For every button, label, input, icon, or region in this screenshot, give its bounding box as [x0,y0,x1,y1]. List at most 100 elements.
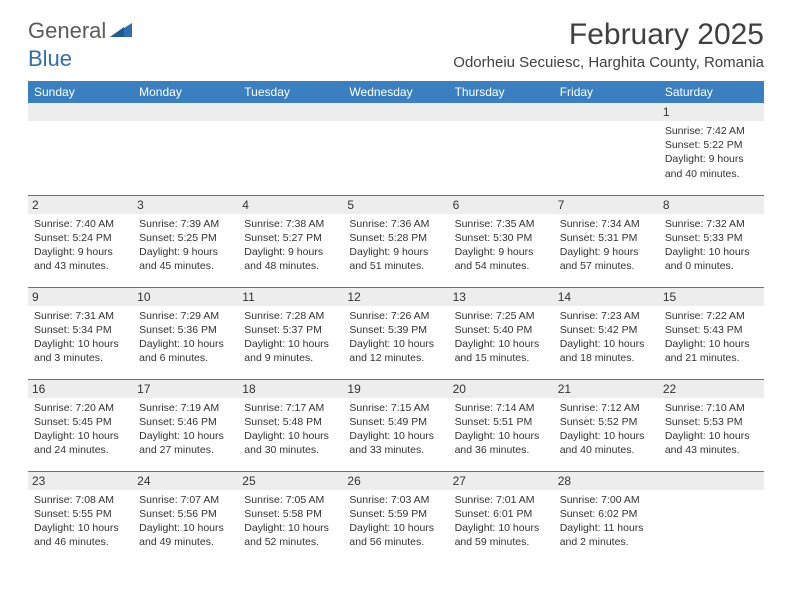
day-info-line: Daylight: 10 hours [139,337,232,351]
day-number [343,103,448,121]
day-info-line: Sunset: 5:42 PM [560,323,653,337]
logo-text-blue: Blue [28,46,72,71]
day-info-line: Sunset: 6:02 PM [560,507,653,521]
day-info-line: Sunset: 5:43 PM [665,323,758,337]
day-number: 24 [133,472,238,490]
calendar-cell [28,103,133,195]
day-number [238,103,343,121]
day-number: 27 [449,472,554,490]
logo-text-general: General [28,18,106,44]
day-info-line: and 15 minutes. [455,351,548,365]
day-number: 14 [554,288,659,306]
day-info-line: and 57 minutes. [560,259,653,273]
day-info-line: Daylight: 10 hours [560,337,653,351]
day-info-line: Sunset: 5:22 PM [665,138,758,152]
day-info-line: Daylight: 10 hours [455,521,548,535]
day-info-line: Daylight: 10 hours [244,521,337,535]
day-info-line: Sunset: 5:24 PM [34,231,127,245]
day-info-line: Sunrise: 7:40 AM [34,217,127,231]
day-number: 5 [343,196,448,214]
day-body: Sunrise: 7:05 AMSunset: 5:58 PMDaylight:… [244,493,337,550]
day-number: 12 [343,288,448,306]
day-info-line: Daylight: 9 hours [665,152,758,166]
day-info-line: Daylight: 9 hours [455,245,548,259]
day-info-line: Sunrise: 7:36 AM [349,217,442,231]
day-number: 28 [554,472,659,490]
day-info-line: and 21 minutes. [665,351,758,365]
day-info-line: Sunset: 5:31 PM [560,231,653,245]
day-body: Sunrise: 7:29 AMSunset: 5:36 PMDaylight:… [139,309,232,366]
calendar-cell: 23Sunrise: 7:08 AMSunset: 5:55 PMDayligh… [28,471,133,563]
day-info-line: Sunrise: 7:00 AM [560,493,653,507]
day-info-line: Sunset: 5:51 PM [455,415,548,429]
day-number: 1 [659,103,764,121]
day-body: Sunrise: 7:20 AMSunset: 5:45 PMDaylight:… [34,401,127,458]
day-body: Sunrise: 7:32 AMSunset: 5:33 PMDaylight:… [665,217,758,274]
calendar-cell: 27Sunrise: 7:01 AMSunset: 6:01 PMDayligh… [449,471,554,563]
calendar-cell: 13Sunrise: 7:25 AMSunset: 5:40 PMDayligh… [449,287,554,379]
day-info-line: Daylight: 10 hours [665,337,758,351]
day-number: 23 [28,472,133,490]
day-header: Friday [554,81,659,103]
day-info-line: Daylight: 9 hours [139,245,232,259]
calendar-row: 23Sunrise: 7:08 AMSunset: 5:55 PMDayligh… [28,471,764,563]
day-info-line: Sunrise: 7:12 AM [560,401,653,415]
day-info-line: Daylight: 9 hours [244,245,337,259]
day-number: 6 [449,196,554,214]
day-header: Monday [133,81,238,103]
day-body: Sunrise: 7:28 AMSunset: 5:37 PMDaylight:… [244,309,337,366]
day-number: 22 [659,380,764,398]
day-number: 3 [133,196,238,214]
day-info-line: Daylight: 10 hours [349,521,442,535]
day-number: 15 [659,288,764,306]
day-info-line: Sunrise: 7:42 AM [665,124,758,138]
day-info-line: Daylight: 10 hours [455,337,548,351]
day-info-line: Sunrise: 7:20 AM [34,401,127,415]
calendar-cell: 1 Sunrise: 7:42 AMSunset: 5:22 PMDaylight… [659,103,764,195]
day-info-line: Daylight: 10 hours [244,337,337,351]
day-info-line: and 0 minutes. [665,259,758,273]
day-body: Sunrise: 7:31 AMSunset: 5:34 PMDaylight:… [34,309,127,366]
day-info-line: Daylight: 10 hours [139,521,232,535]
day-body: Sunrise: 7:39 AMSunset: 5:25 PMDaylight:… [139,217,232,274]
day-info-line: Daylight: 10 hours [665,429,758,443]
calendar-cell: 16Sunrise: 7:20 AMSunset: 5:45 PMDayligh… [28,379,133,471]
calendar-cell: 8Sunrise: 7:32 AMSunset: 5:33 PMDaylight… [659,195,764,287]
day-info-line: Sunrise: 7:29 AM [139,309,232,323]
day-info-line: Sunset: 5:48 PM [244,415,337,429]
day-body: Sunrise: 7:23 AMSunset: 5:42 PMDaylight:… [560,309,653,366]
day-info-line: Daylight: 9 hours [349,245,442,259]
day-info-line: and 36 minutes. [455,443,548,457]
day-info-line: Sunrise: 7:15 AM [349,401,442,415]
day-info-line: Daylight: 9 hours [560,245,653,259]
calendar-cell: 4 Sunrise: 7:38 AMSunset: 5:27 PMDaylight… [238,195,343,287]
day-info-line: Sunset: 5:53 PM [665,415,758,429]
day-header: Tuesday [238,81,343,103]
day-info-line: Sunset: 5:49 PM [349,415,442,429]
day-info-line: Sunrise: 7:39 AM [139,217,232,231]
day-info-line: Sunrise: 7:07 AM [139,493,232,507]
day-info-line: Sunrise: 7:26 AM [349,309,442,323]
calendar-cell: 24 Sunrise: 7:07 AMSunset: 5:56 PMDayligh… [133,471,238,563]
day-info-line: and 56 minutes. [349,535,442,549]
day-info-line: Daylight: 10 hours [349,429,442,443]
day-info-line: and 12 minutes. [349,351,442,365]
calendar-cell: 14 Sunrise: 7:23 AMSunset: 5:42 PMDayligh… [554,287,659,379]
calendar-cell: 28Sunrise: 7:00 AMSunset: 6:02 PMDayligh… [554,471,659,563]
calendar-cell: 22 Sunrise: 7:10 AMSunset: 5:53 PMDayligh… [659,379,764,471]
day-number [449,103,554,121]
day-info-line: Sunset: 5:52 PM [560,415,653,429]
day-info-line: Sunrise: 7:32 AM [665,217,758,231]
day-info-line: Sunrise: 7:35 AM [455,217,548,231]
day-info-line: Sunset: 5:28 PM [349,231,442,245]
calendar-cell: 19Sunrise: 7:15 AMSunset: 5:49 PMDayligh… [343,379,448,471]
day-body: Sunrise: 7:38 AMSunset: 5:27 PMDaylight:… [244,217,337,274]
day-info-line: Sunrise: 7:10 AM [665,401,758,415]
day-number [659,472,764,490]
day-number: 4 [238,196,343,214]
day-info-line: and 51 minutes. [349,259,442,273]
day-body: Sunrise: 7:07 AMSunset: 5:56 PMDaylight:… [139,493,232,550]
logo: General [28,18,134,44]
day-info-line: Daylight: 10 hours [560,429,653,443]
day-info-line: and 2 minutes. [560,535,653,549]
